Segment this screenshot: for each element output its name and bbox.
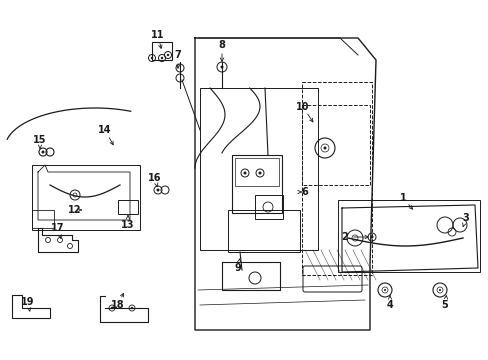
Text: 8: 8 <box>218 40 225 50</box>
Circle shape <box>161 57 163 59</box>
Bar <box>231 155 282 213</box>
Circle shape <box>150 57 153 59</box>
Circle shape <box>41 150 44 153</box>
Bar <box>200 88 317 250</box>
Bar <box>302 82 371 275</box>
Bar <box>32 165 140 230</box>
Circle shape <box>383 289 385 291</box>
Bar <box>235 158 279 186</box>
Circle shape <box>370 235 373 238</box>
Circle shape <box>323 147 326 149</box>
Circle shape <box>111 307 113 309</box>
Text: 6: 6 <box>301 187 308 197</box>
Circle shape <box>220 66 223 68</box>
Text: 19: 19 <box>21 297 35 307</box>
Text: 18: 18 <box>111 300 124 310</box>
Circle shape <box>438 289 440 291</box>
Text: 16: 16 <box>148 173 162 183</box>
Text: 14: 14 <box>98 125 112 135</box>
Bar <box>32 210 54 228</box>
Text: 11: 11 <box>151 30 164 40</box>
Text: 10: 10 <box>296 102 309 112</box>
Circle shape <box>166 54 169 56</box>
Bar <box>254 195 283 219</box>
Text: 3: 3 <box>462 213 468 223</box>
Text: 15: 15 <box>33 135 47 145</box>
Circle shape <box>258 171 261 175</box>
Circle shape <box>130 307 133 309</box>
Bar <box>152 42 172 60</box>
Text: 2: 2 <box>341 232 347 242</box>
Text: 4: 4 <box>386 300 392 310</box>
Text: 12: 12 <box>68 205 81 215</box>
Bar <box>337 200 479 272</box>
Text: 1: 1 <box>399 193 406 203</box>
Text: 13: 13 <box>121 220 135 230</box>
Bar <box>302 105 369 185</box>
Circle shape <box>156 189 159 192</box>
Bar <box>118 200 138 214</box>
Text: 5: 5 <box>441 300 447 310</box>
Text: 9: 9 <box>234 263 241 273</box>
Text: 17: 17 <box>51 223 64 233</box>
Text: 7: 7 <box>174 50 181 60</box>
Bar <box>227 210 299 252</box>
Circle shape <box>243 171 246 175</box>
